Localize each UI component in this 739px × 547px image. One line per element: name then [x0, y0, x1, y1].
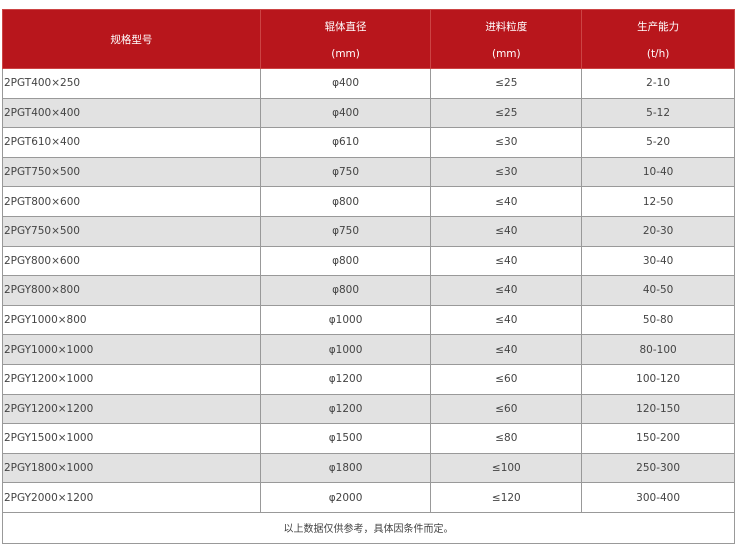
cell-model: 2PGY800×800: [2, 275, 261, 306]
cell-feed: ≤40: [430, 334, 583, 365]
header-model: 规格型号: [2, 9, 261, 69]
table-row: 2PGT400×250 φ400 ≤25 2-10: [2, 68, 735, 99]
header-capacity: 生产能力 (t/h): [581, 9, 735, 69]
table-row: 2PGY1000×1000 φ1000 ≤40 80-100: [2, 334, 735, 365]
table-row: 2PGY1200×1200 φ1200 ≤60 120-150: [2, 393, 735, 425]
cell-model: 2PGY750×500: [2, 215, 261, 247]
cell-model: 2PGY2000×1200: [2, 482, 261, 513]
cell-model: 2PGY1000×1000: [2, 334, 261, 365]
header-capacity-label: 生产能力: [637, 20, 680, 33]
cell-capacity: 30-40: [581, 245, 735, 277]
cell-capacity: 300-400: [581, 482, 735, 513]
table-row: 2PGT610×400 φ610 ≤30 5-20: [2, 127, 735, 158]
cell-model: 2PGT750×500: [2, 156, 261, 188]
cell-capacity: 80-100: [581, 334, 735, 365]
cell-model: 2PGY1200×1200: [2, 393, 261, 425]
cell-capacity: 150-200: [581, 423, 735, 454]
cell-feed: ≤100: [430, 452, 583, 484]
cell-model: 2PGY1500×1000: [2, 423, 261, 454]
cell-diameter: φ1200: [259, 393, 432, 425]
table-row: 2PGY1800×1000 φ1800 ≤100 250-300: [2, 452, 735, 484]
footer-note: 以上数据仅供参考，具体因条件而定。: [2, 511, 735, 544]
cell-feed: ≤40: [430, 245, 583, 277]
cell-feed: ≤60: [430, 363, 583, 395]
cell-capacity: 5-12: [581, 97, 735, 129]
cell-diameter: φ400: [259, 97, 432, 129]
cell-diameter: φ1800: [259, 452, 432, 484]
cell-diameter: φ1500: [259, 423, 432, 454]
cell-diameter: φ800: [259, 186, 432, 217]
cell-diameter: φ800: [259, 245, 432, 277]
cell-diameter: φ1200: [259, 363, 432, 395]
cell-model: 2PGY1800×1000: [2, 452, 261, 484]
table-row: 2PGT750×500 φ750 ≤30 10-40: [2, 156, 735, 188]
header-diameter-label: 辊体直径: [324, 20, 367, 33]
cell-feed: ≤80: [430, 423, 583, 454]
cell-model: 2PGT610×400: [2, 127, 261, 158]
cell-capacity: 100-120: [581, 363, 735, 395]
cell-capacity: 250-300: [581, 452, 735, 484]
table-row: 2PGT400×400 φ400 ≤25 5-12: [2, 97, 735, 129]
cell-capacity: 50-80: [581, 304, 735, 336]
spec-table: 规格型号 辊体直径 (mm) 进料粒度 (mm) 生产能力 (t/h) 2PGT400…: [2, 9, 735, 544]
cell-feed: ≤30: [430, 156, 583, 188]
cell-diameter: φ400: [259, 68, 432, 99]
cell-diameter: φ750: [259, 215, 432, 247]
cell-diameter: φ2000: [259, 482, 432, 513]
cell-feed: ≤30: [430, 127, 583, 158]
cell-feed: ≤40: [430, 304, 583, 336]
cell-model: 2PGT400×400: [2, 97, 261, 129]
cell-diameter: φ610: [259, 127, 432, 158]
cell-capacity: 40-50: [581, 275, 735, 306]
cell-diameter: φ750: [259, 156, 432, 188]
header-feed-unit: (mm): [491, 47, 521, 60]
cell-feed: ≤40: [430, 215, 583, 247]
cell-diameter: φ1000: [259, 304, 432, 336]
cell-feed: ≤25: [430, 68, 583, 99]
table-row: 2PGT800×600 φ800 ≤40 12-50: [2, 186, 735, 217]
cell-diameter: φ1000: [259, 334, 432, 365]
table-row: 2PGY1500×1000 φ1500 ≤80 150-200: [2, 423, 735, 454]
cell-capacity: 2-10: [581, 68, 735, 99]
cell-capacity: 12-50: [581, 186, 735, 217]
table-row: 2PGY750×500 φ750 ≤40 20-30: [2, 215, 735, 247]
cell-feed: ≤60: [430, 393, 583, 425]
table-row: 2PGY2000×1200 φ2000 ≤120 300-400: [2, 482, 735, 513]
table-body: 2PGT400×250 φ400 ≤25 2-10 2PGT400×400 φ400 ≤25…: [2, 68, 735, 513]
cell-capacity: 10-40: [581, 156, 735, 188]
cell-capacity: 20-30: [581, 215, 735, 247]
cell-model: 2PGY1200×1000: [2, 363, 261, 395]
cell-feed: ≤25: [430, 97, 583, 129]
cell-model: 2PGT400×250: [2, 68, 261, 99]
cell-model: 2PGT800×600: [2, 186, 261, 217]
header-capacity-unit: (t/h): [646, 47, 670, 60]
table-row: 2PGY1200×1000 φ1200 ≤60 100-120: [2, 363, 735, 395]
cell-capacity: 5-20: [581, 127, 735, 158]
header-diameter-unit: (mm): [331, 47, 360, 60]
cell-feed: ≤40: [430, 275, 583, 306]
footer-row: 以上数据仅供参考，具体因条件而定。: [2, 511, 735, 544]
header-feed: 进料粒度 (mm): [430, 9, 583, 69]
cell-model: 2PGY1000×800: [2, 304, 261, 336]
table-row: 2PGY800×800 φ800 ≤40 40-50: [2, 275, 735, 306]
header-diameter: 辊体直径 (mm): [259, 9, 432, 69]
cell-capacity: 120-150: [581, 393, 735, 425]
table-row: 2PGY1000×800 φ1000 ≤40 50-80: [2, 304, 735, 336]
cell-diameter: φ800: [259, 275, 432, 306]
header-feed-label: 进料粒度: [485, 20, 528, 33]
header-row: 规格型号 辊体直径 (mm) 进料粒度 (mm) 生产能力 (t/h): [2, 9, 735, 69]
cell-feed: ≤120: [430, 482, 583, 513]
cell-feed: ≤40: [430, 186, 583, 217]
table-row: 2PGY800×600 φ800 ≤40 30-40: [2, 245, 735, 277]
cell-model: 2PGY800×600: [2, 245, 261, 277]
